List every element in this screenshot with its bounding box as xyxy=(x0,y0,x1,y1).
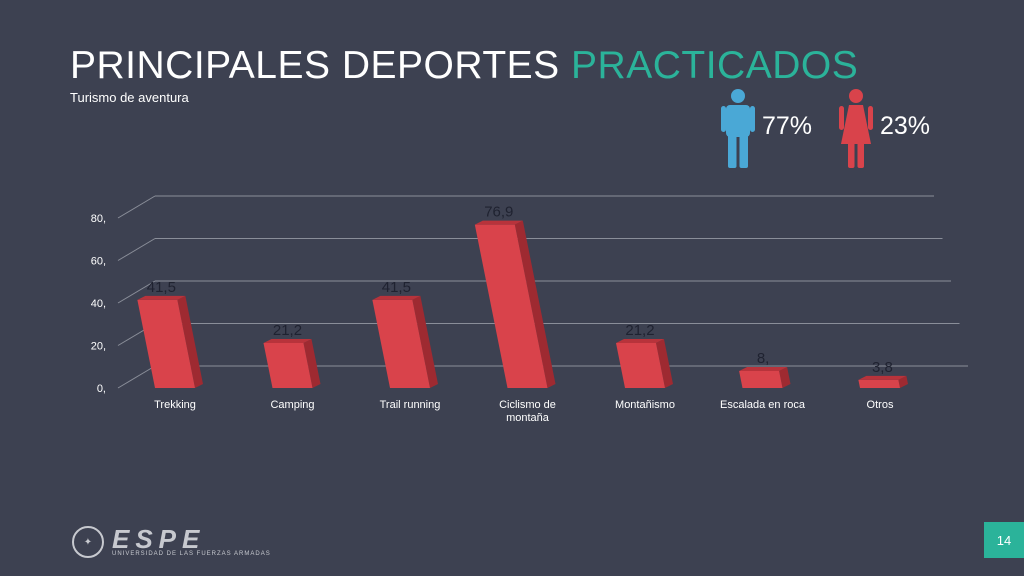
bar-side xyxy=(177,295,203,388)
x-tick-label: Trail running xyxy=(380,399,441,411)
data-label: 41,5 xyxy=(382,279,411,296)
female-percentage: 23% xyxy=(880,112,931,140)
x-tick-label: montaña xyxy=(506,412,550,424)
y-tick-label: 60, xyxy=(91,256,106,268)
female-stat: 23% xyxy=(838,88,948,172)
bar-top xyxy=(474,220,523,225)
espe-logo: ✦ ESPE UNIVERSIDAD DE LAS FUERZAS ARMADA… xyxy=(72,524,271,560)
y-tick-label: 0, xyxy=(97,383,106,395)
university-seal-icon: ✦ xyxy=(72,526,104,558)
y-tick-label: 20, xyxy=(91,341,106,353)
x-tick-label: Camping xyxy=(270,399,314,411)
title-accent: PRACTICADOS xyxy=(571,44,859,87)
bar-side xyxy=(303,338,321,388)
male-percentage: 77% xyxy=(762,112,813,140)
gridline-depth xyxy=(117,280,156,304)
brand-name: ESPE xyxy=(112,524,206,554)
bar-top xyxy=(739,367,788,371)
female-icon xyxy=(839,89,873,168)
bar-side xyxy=(655,338,673,388)
x-tick-label: Escalada en roca xyxy=(720,399,806,411)
data-label: 8, xyxy=(757,350,770,367)
gridline-depth xyxy=(117,195,156,219)
data-label: 21,2 xyxy=(273,322,302,339)
brand-subtitle: UNIVERSIDAD DE LAS FUERZAS ARMADAS xyxy=(112,551,271,557)
bar xyxy=(858,379,900,388)
page-subtitle: Turismo de aventura xyxy=(70,90,189,105)
bar xyxy=(372,299,430,388)
bar-top xyxy=(372,295,421,300)
bar xyxy=(474,224,548,388)
bar-top xyxy=(263,338,312,343)
data-label: 21,2 xyxy=(625,322,654,339)
gridline-depth xyxy=(117,365,156,389)
male-icon xyxy=(721,89,755,168)
bar xyxy=(615,342,665,388)
male-stat: 77% xyxy=(720,88,820,172)
bar-top xyxy=(137,295,186,300)
x-tick-label: Ciclismo de xyxy=(499,399,556,411)
bar xyxy=(739,371,783,388)
y-tick-label: 80, xyxy=(91,213,106,225)
x-tick-label: Montañismo xyxy=(615,399,675,411)
title-main: PRINCIPALES DEPORTES xyxy=(70,44,560,87)
bar xyxy=(263,342,313,388)
bar-top xyxy=(615,338,664,343)
data-label: 41,5 xyxy=(147,279,176,296)
page-title: PRINCIPALES DEPORTES PRACTICADOS xyxy=(70,44,858,88)
bar xyxy=(137,299,195,388)
x-tick-label: Otros xyxy=(867,399,894,411)
data-label: 3,8 xyxy=(872,359,893,376)
x-tick-label: Trekking xyxy=(154,399,196,411)
data-label: 76,9 xyxy=(484,204,513,221)
bar-side xyxy=(514,220,556,388)
bar-side xyxy=(898,375,908,388)
gridline-depth xyxy=(117,238,156,261)
page-number: 14 xyxy=(984,522,1024,558)
bar-side xyxy=(412,295,438,388)
bar-side xyxy=(779,367,791,388)
bar-top xyxy=(858,375,907,380)
y-tick-label: 40, xyxy=(91,298,106,310)
